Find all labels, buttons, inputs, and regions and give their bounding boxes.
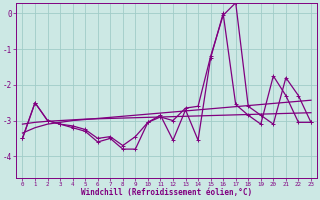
X-axis label: Windchill (Refroidissement éolien,°C): Windchill (Refroidissement éolien,°C) (81, 188, 252, 197)
